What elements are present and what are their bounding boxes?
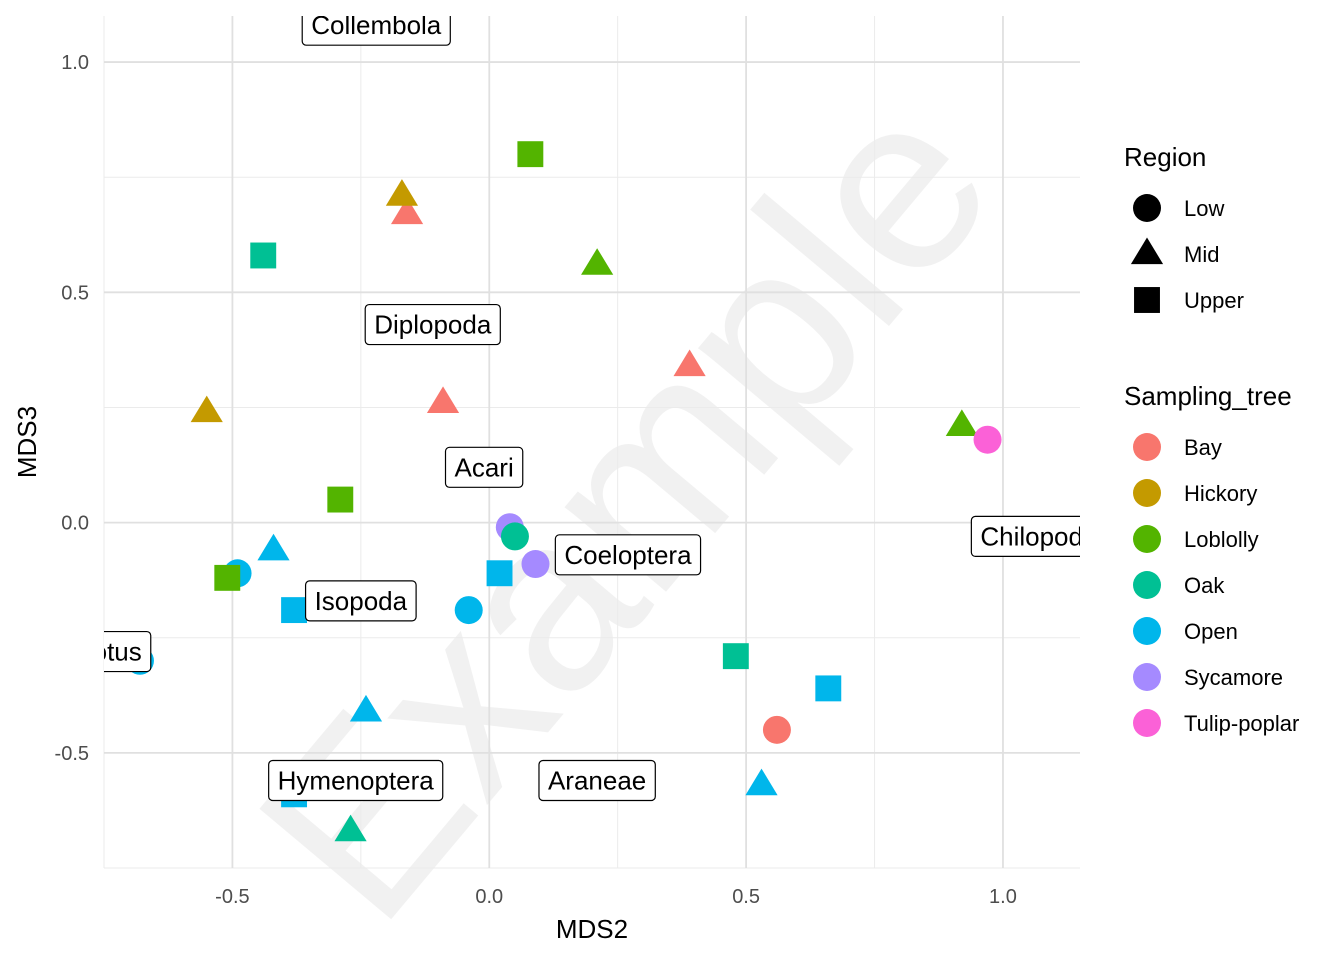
legend-title-sampling-tree: Sampling_tree xyxy=(1124,381,1292,411)
y-tick-label: 0.0 xyxy=(61,513,89,535)
point-oak-upper xyxy=(722,643,749,670)
legend-label-hickory: Hickory xyxy=(1184,481,1257,506)
point-hickory-mid xyxy=(385,179,419,206)
legend-label-mid: Mid xyxy=(1184,242,1219,267)
x-tick-label: 0.5 xyxy=(732,886,760,908)
label-text: Chilopoda xyxy=(980,521,1098,551)
point-loblolly-upper xyxy=(214,564,241,591)
point-oak-low xyxy=(500,522,529,551)
point-bay-mid xyxy=(390,197,424,225)
label-diplopoda: Diplopoda xyxy=(364,303,501,346)
point-hickory-mid xyxy=(190,395,223,423)
legend-key-loblolly xyxy=(1133,525,1161,553)
point-bay-mid xyxy=(673,349,706,377)
label-coeloptera: Coeloptera xyxy=(554,534,702,576)
point-bay-mid xyxy=(426,386,460,413)
x-axis-title: MDS2 xyxy=(556,914,628,944)
label-box xyxy=(444,446,524,488)
y-tick-label: 0.5 xyxy=(61,282,89,304)
point-loblolly-upper xyxy=(327,486,354,513)
label-text: Isopoda xyxy=(315,586,408,616)
label-box xyxy=(304,580,417,622)
point-tulip-poplar-low xyxy=(973,425,1002,454)
label-box xyxy=(970,515,1080,558)
legend-key-oak xyxy=(1133,571,1161,599)
label-araneae: Araneae xyxy=(538,759,656,802)
point-sycamore-low xyxy=(521,550,550,579)
label-box xyxy=(301,16,451,46)
legend-label-upper: Upper xyxy=(1184,288,1244,313)
point-open-low xyxy=(454,596,483,625)
labels-layer: Collembola Diplopoda Acari Coeloptera Chilop… xyxy=(0,10,1098,802)
label-hymenoptera: Hymenoptera xyxy=(268,759,444,802)
label-camponotus: Camponotus xyxy=(0,630,152,673)
y-tick-label: -0.5 xyxy=(55,743,89,765)
y-axis-title: MDS3 xyxy=(12,406,42,478)
grid-layer xyxy=(103,16,1080,869)
point-open-upper xyxy=(281,597,308,624)
legend-title-region: Region xyxy=(1124,142,1206,172)
label-chilopoda: Chilopoda xyxy=(970,515,1098,558)
label-box xyxy=(364,303,501,346)
label-box xyxy=(104,630,152,673)
point-open-mid xyxy=(745,768,778,796)
point-loblolly-upper xyxy=(517,141,544,168)
label-box xyxy=(554,534,702,576)
legend-key-sycamore xyxy=(1133,663,1161,691)
x-tick-label: 1.0 xyxy=(989,886,1017,908)
legend-label-sycamore: Sycamore xyxy=(1184,665,1283,690)
legend-layer: Region Low Mid Upper Sampling_tree Bay Hickory… xyxy=(1124,142,1299,737)
legend-key-bay xyxy=(1133,433,1161,461)
label-text: Acari xyxy=(455,452,514,482)
axis-layer: -0.5 0.0 0.5 1.0 -0.5 0.0 0.5 1.0 MDS2 MDS3 xyxy=(12,52,1017,944)
legend-key-open xyxy=(1133,617,1161,645)
point-open-upper xyxy=(815,675,842,702)
label-text: Diplopoda xyxy=(374,310,492,340)
point-loblolly-mid xyxy=(945,409,978,436)
legend-key-mid xyxy=(1130,237,1164,265)
legend-label-tulip-poplar: Tulip-poplar xyxy=(1184,711,1299,736)
label-text: Hymenoptera xyxy=(278,765,435,795)
point-loblolly-mid xyxy=(581,248,614,275)
legend-key-low xyxy=(1133,194,1161,222)
point-oak-upper xyxy=(250,242,277,269)
legend-key-upper xyxy=(1134,287,1160,313)
point-bay-low xyxy=(762,715,791,744)
x-tick-label: 0.0 xyxy=(475,886,503,908)
label-text: Collembola xyxy=(311,10,442,40)
point-open-mid xyxy=(257,533,290,561)
label-box xyxy=(538,759,656,802)
point-open-mid xyxy=(349,694,383,722)
y-tick-label: 1.0 xyxy=(61,52,89,74)
label-collembola: Collembola xyxy=(301,10,451,46)
legend-label-low: Low xyxy=(1184,196,1224,221)
legend-label-bay: Bay xyxy=(1184,435,1222,460)
label-text: Araneae xyxy=(548,765,646,795)
x-tick-label: -0.5 xyxy=(215,886,249,908)
label-text: Coeloptera xyxy=(564,540,692,570)
legend-label-open: Open xyxy=(1184,619,1238,644)
point-oak-mid xyxy=(334,814,367,842)
legend-label-oak: Oak xyxy=(1184,573,1225,598)
label-isopoda: Isopoda xyxy=(304,580,417,622)
point-open-upper xyxy=(486,560,513,587)
legend-label-loblolly: Loblolly xyxy=(1184,527,1259,552)
label-box xyxy=(268,759,444,802)
label-acari: Acari xyxy=(444,446,524,488)
label-text: Camponotus xyxy=(0,637,142,667)
legend-key-hickory xyxy=(1133,479,1161,507)
legend-key-tulip-poplar xyxy=(1133,709,1161,737)
